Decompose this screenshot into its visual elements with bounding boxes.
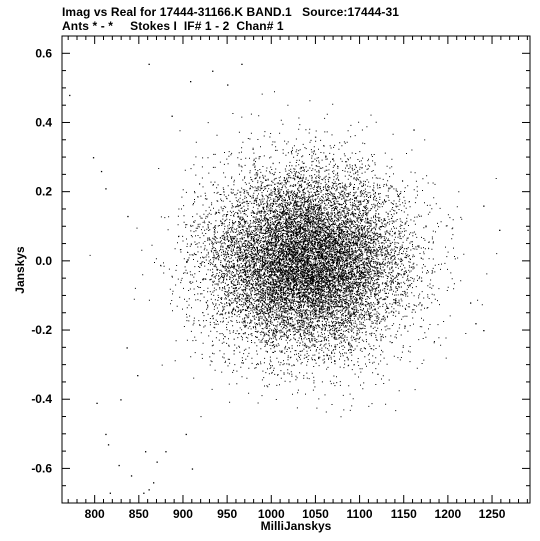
x-axis-label: MilliJanskys bbox=[261, 519, 332, 533]
y-axis-label: Janskys bbox=[13, 246, 27, 294]
data-point bbox=[92, 157, 95, 159]
axis-ticks bbox=[62, 35, 530, 503]
x-tick-label: 1200 bbox=[435, 507, 462, 521]
data-point bbox=[475, 323, 477, 325]
data-point bbox=[527, 229, 529, 231]
data-point bbox=[191, 468, 194, 470]
chart-title: Imag vs Real for 17444-31166.K BAND.1 So… bbox=[62, 5, 400, 19]
data-point bbox=[107, 444, 110, 446]
data-point bbox=[130, 475, 133, 477]
x-tick-label: 850 bbox=[129, 507, 149, 521]
data-point bbox=[137, 375, 139, 377]
data-point bbox=[165, 451, 167, 453]
plot-frame bbox=[61, 35, 531, 504]
data-point bbox=[145, 451, 147, 453]
data-point bbox=[156, 461, 158, 463]
x-tick-label: 950 bbox=[217, 507, 237, 521]
data-point bbox=[109, 492, 111, 494]
data-point bbox=[120, 399, 122, 401]
data-point bbox=[143, 492, 145, 494]
y-tick-label: 0.0 bbox=[35, 254, 52, 268]
data-point bbox=[153, 482, 155, 484]
data-points bbox=[69, 63, 529, 494]
data-point bbox=[127, 215, 129, 218]
data-point bbox=[171, 115, 173, 117]
data-point bbox=[499, 229, 501, 231]
data-point bbox=[148, 63, 150, 65]
data-point bbox=[413, 129, 415, 131]
data-point bbox=[100, 170, 103, 173]
x-tick-label: 1050 bbox=[302, 507, 329, 521]
y-tick-label: 0.6 bbox=[35, 46, 52, 60]
data-point bbox=[185, 433, 187, 436]
x-tick-label: 1000 bbox=[258, 507, 285, 521]
chart-subtitle: Ants * - * Stokes I IF# 1 - 2 Chan# 1 bbox=[62, 19, 284, 33]
data-point bbox=[118, 464, 120, 467]
data-point bbox=[241, 63, 243, 65]
data-point bbox=[227, 84, 229, 86]
data-point bbox=[96, 402, 98, 404]
y-tick-label: 0.4 bbox=[35, 115, 52, 129]
data-point bbox=[105, 433, 107, 436]
x-tick-label: 1100 bbox=[347, 507, 373, 521]
data-point bbox=[470, 302, 472, 304]
y-tick-label: -0.6 bbox=[31, 461, 52, 475]
point-cloud bbox=[89, 91, 498, 418]
data-point bbox=[483, 330, 485, 332]
y-tick-label: -0.2 bbox=[31, 323, 52, 337]
y-tick-label: 0.2 bbox=[35, 185, 52, 199]
data-point bbox=[69, 94, 71, 97]
x-tick-label: 1250 bbox=[479, 507, 506, 521]
data-point bbox=[190, 81, 192, 83]
tick-labels: 800 850 900 950 1000 1050 1100 1150 1200 1250 -0.6… bbox=[31, 46, 505, 521]
data-point bbox=[483, 205, 485, 207]
x-tick-label: 1150 bbox=[391, 507, 417, 521]
data-point bbox=[212, 70, 214, 72]
data-point bbox=[105, 188, 107, 190]
x-tick-label: 900 bbox=[173, 507, 193, 521]
data-point bbox=[148, 489, 150, 491]
x-tick-label: 800 bbox=[85, 507, 105, 521]
data-point bbox=[126, 347, 128, 349]
y-tick-label: -0.4 bbox=[31, 392, 52, 406]
